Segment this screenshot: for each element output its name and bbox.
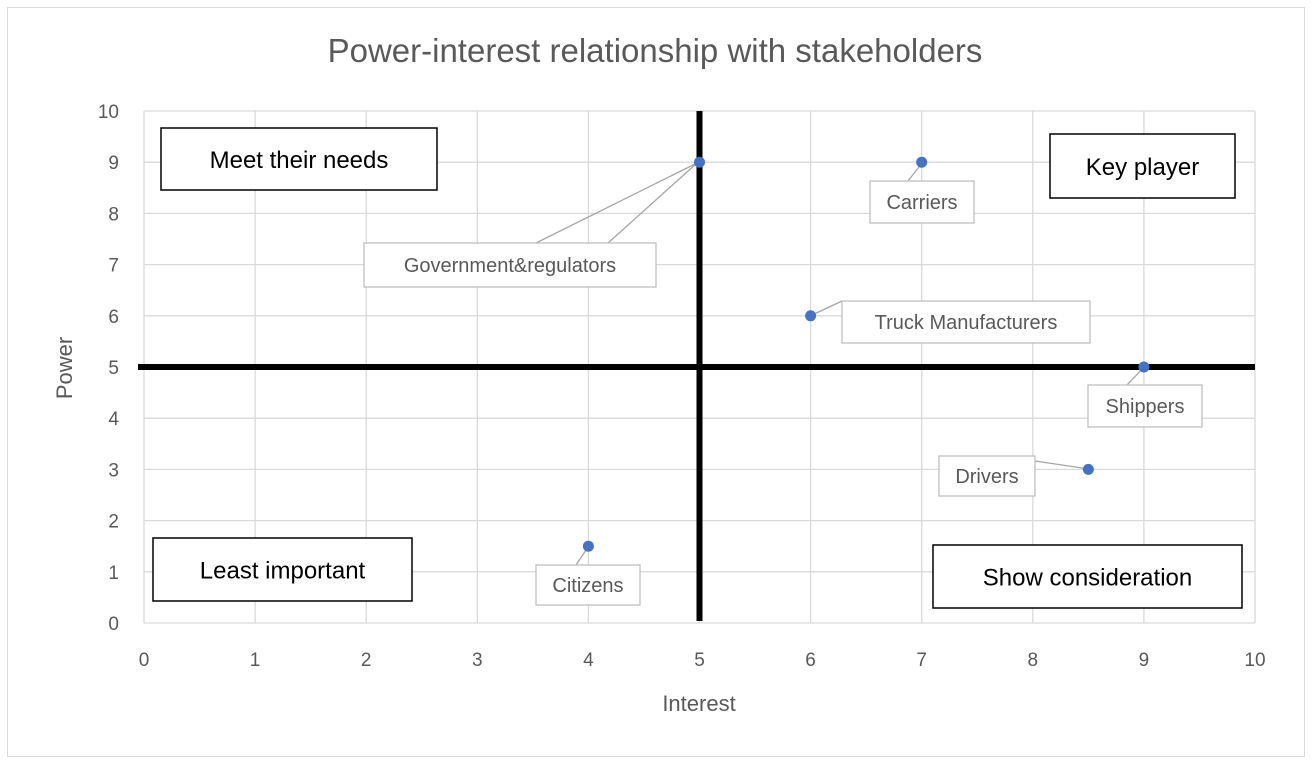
y-tick-label: 4 bbox=[108, 409, 119, 430]
data-label: Citizens bbox=[552, 575, 623, 597]
data-label: Government&regulators bbox=[404, 255, 616, 277]
y-tick-label: 6 bbox=[108, 307, 119, 328]
y-tick-label: 3 bbox=[108, 460, 119, 481]
data-label-box bbox=[535, 564, 641, 606]
data-label-box bbox=[938, 455, 1036, 497]
y-tick-label: 5 bbox=[108, 358, 119, 379]
quadrant-label: Meet their needs bbox=[210, 147, 389, 174]
data-label-leader bbox=[1034, 460, 1090, 470]
x-axis-title: Interest bbox=[662, 691, 735, 716]
quadrant-label: Least important bbox=[200, 558, 366, 585]
data-points bbox=[582, 156, 1150, 552]
data-point bbox=[1138, 361, 1150, 373]
x-tick-label: 4 bbox=[583, 650, 594, 671]
data-label: Carriers bbox=[886, 192, 957, 214]
y-tick-label: 8 bbox=[108, 204, 119, 225]
quadrant-label-box bbox=[160, 127, 438, 191]
data-point bbox=[916, 156, 928, 168]
y-tick-label: 1 bbox=[108, 563, 119, 584]
data-label-box bbox=[363, 242, 657, 288]
x-tick-label: 3 bbox=[472, 650, 483, 671]
x-tick-label: 2 bbox=[361, 650, 372, 671]
x-tick-label: 7 bbox=[916, 650, 927, 671]
y-tick-label: 9 bbox=[108, 153, 119, 174]
y-tick-label: 10 bbox=[98, 102, 119, 123]
data-label-box bbox=[841, 300, 1091, 344]
x-tick-label: 0 bbox=[139, 650, 150, 671]
data-label: Drivers bbox=[955, 466, 1018, 488]
x-tick-label: 6 bbox=[805, 650, 816, 671]
x-tick-label: 8 bbox=[1028, 650, 1039, 671]
y-tick-label: 2 bbox=[108, 512, 119, 533]
quadrant-labels: Meet their needs Key player Least importan… bbox=[152, 127, 1243, 609]
quadrant-label-box bbox=[1049, 133, 1236, 199]
data-label-box bbox=[1087, 384, 1203, 428]
data-label-box bbox=[869, 180, 975, 224]
data-label: Shippers bbox=[1106, 396, 1185, 418]
x-tick-label: 5 bbox=[694, 650, 705, 671]
data-label: Truck Manufacturers bbox=[875, 312, 1058, 334]
axis-ticks: 0 1 2 3 4 5 6 7 8 9 10 0 1 2 3 4 5 6 7 8 9 10 bbox=[98, 102, 1266, 671]
y-tick-label: 0 bbox=[108, 614, 119, 635]
data-point bbox=[1082, 463, 1094, 475]
data-point bbox=[582, 540, 594, 552]
x-tick-label: 9 bbox=[1139, 650, 1150, 671]
data-point bbox=[805, 310, 817, 322]
x-tick-label: 1 bbox=[250, 650, 261, 671]
y-tick-label: 7 bbox=[108, 256, 119, 277]
chart-title: Power-interest relationship with stakeho… bbox=[328, 32, 983, 69]
x-tick-label: 10 bbox=[1244, 650, 1265, 671]
quadrant-label: Key player bbox=[1086, 154, 1199, 181]
quadrant-label-box bbox=[932, 544, 1243, 609]
data-labels: Government&regulators Carriers Truck Manuf… bbox=[363, 180, 1203, 606]
quadrant-dividers bbox=[138, 111, 1255, 621]
quadrant-label: Show consideration bbox=[983, 565, 1192, 592]
data-label-leader bbox=[535, 162, 698, 244]
quadrant-label-box bbox=[152, 537, 413, 602]
data-point bbox=[694, 156, 705, 168]
y-axis-title: Power bbox=[52, 337, 77, 399]
